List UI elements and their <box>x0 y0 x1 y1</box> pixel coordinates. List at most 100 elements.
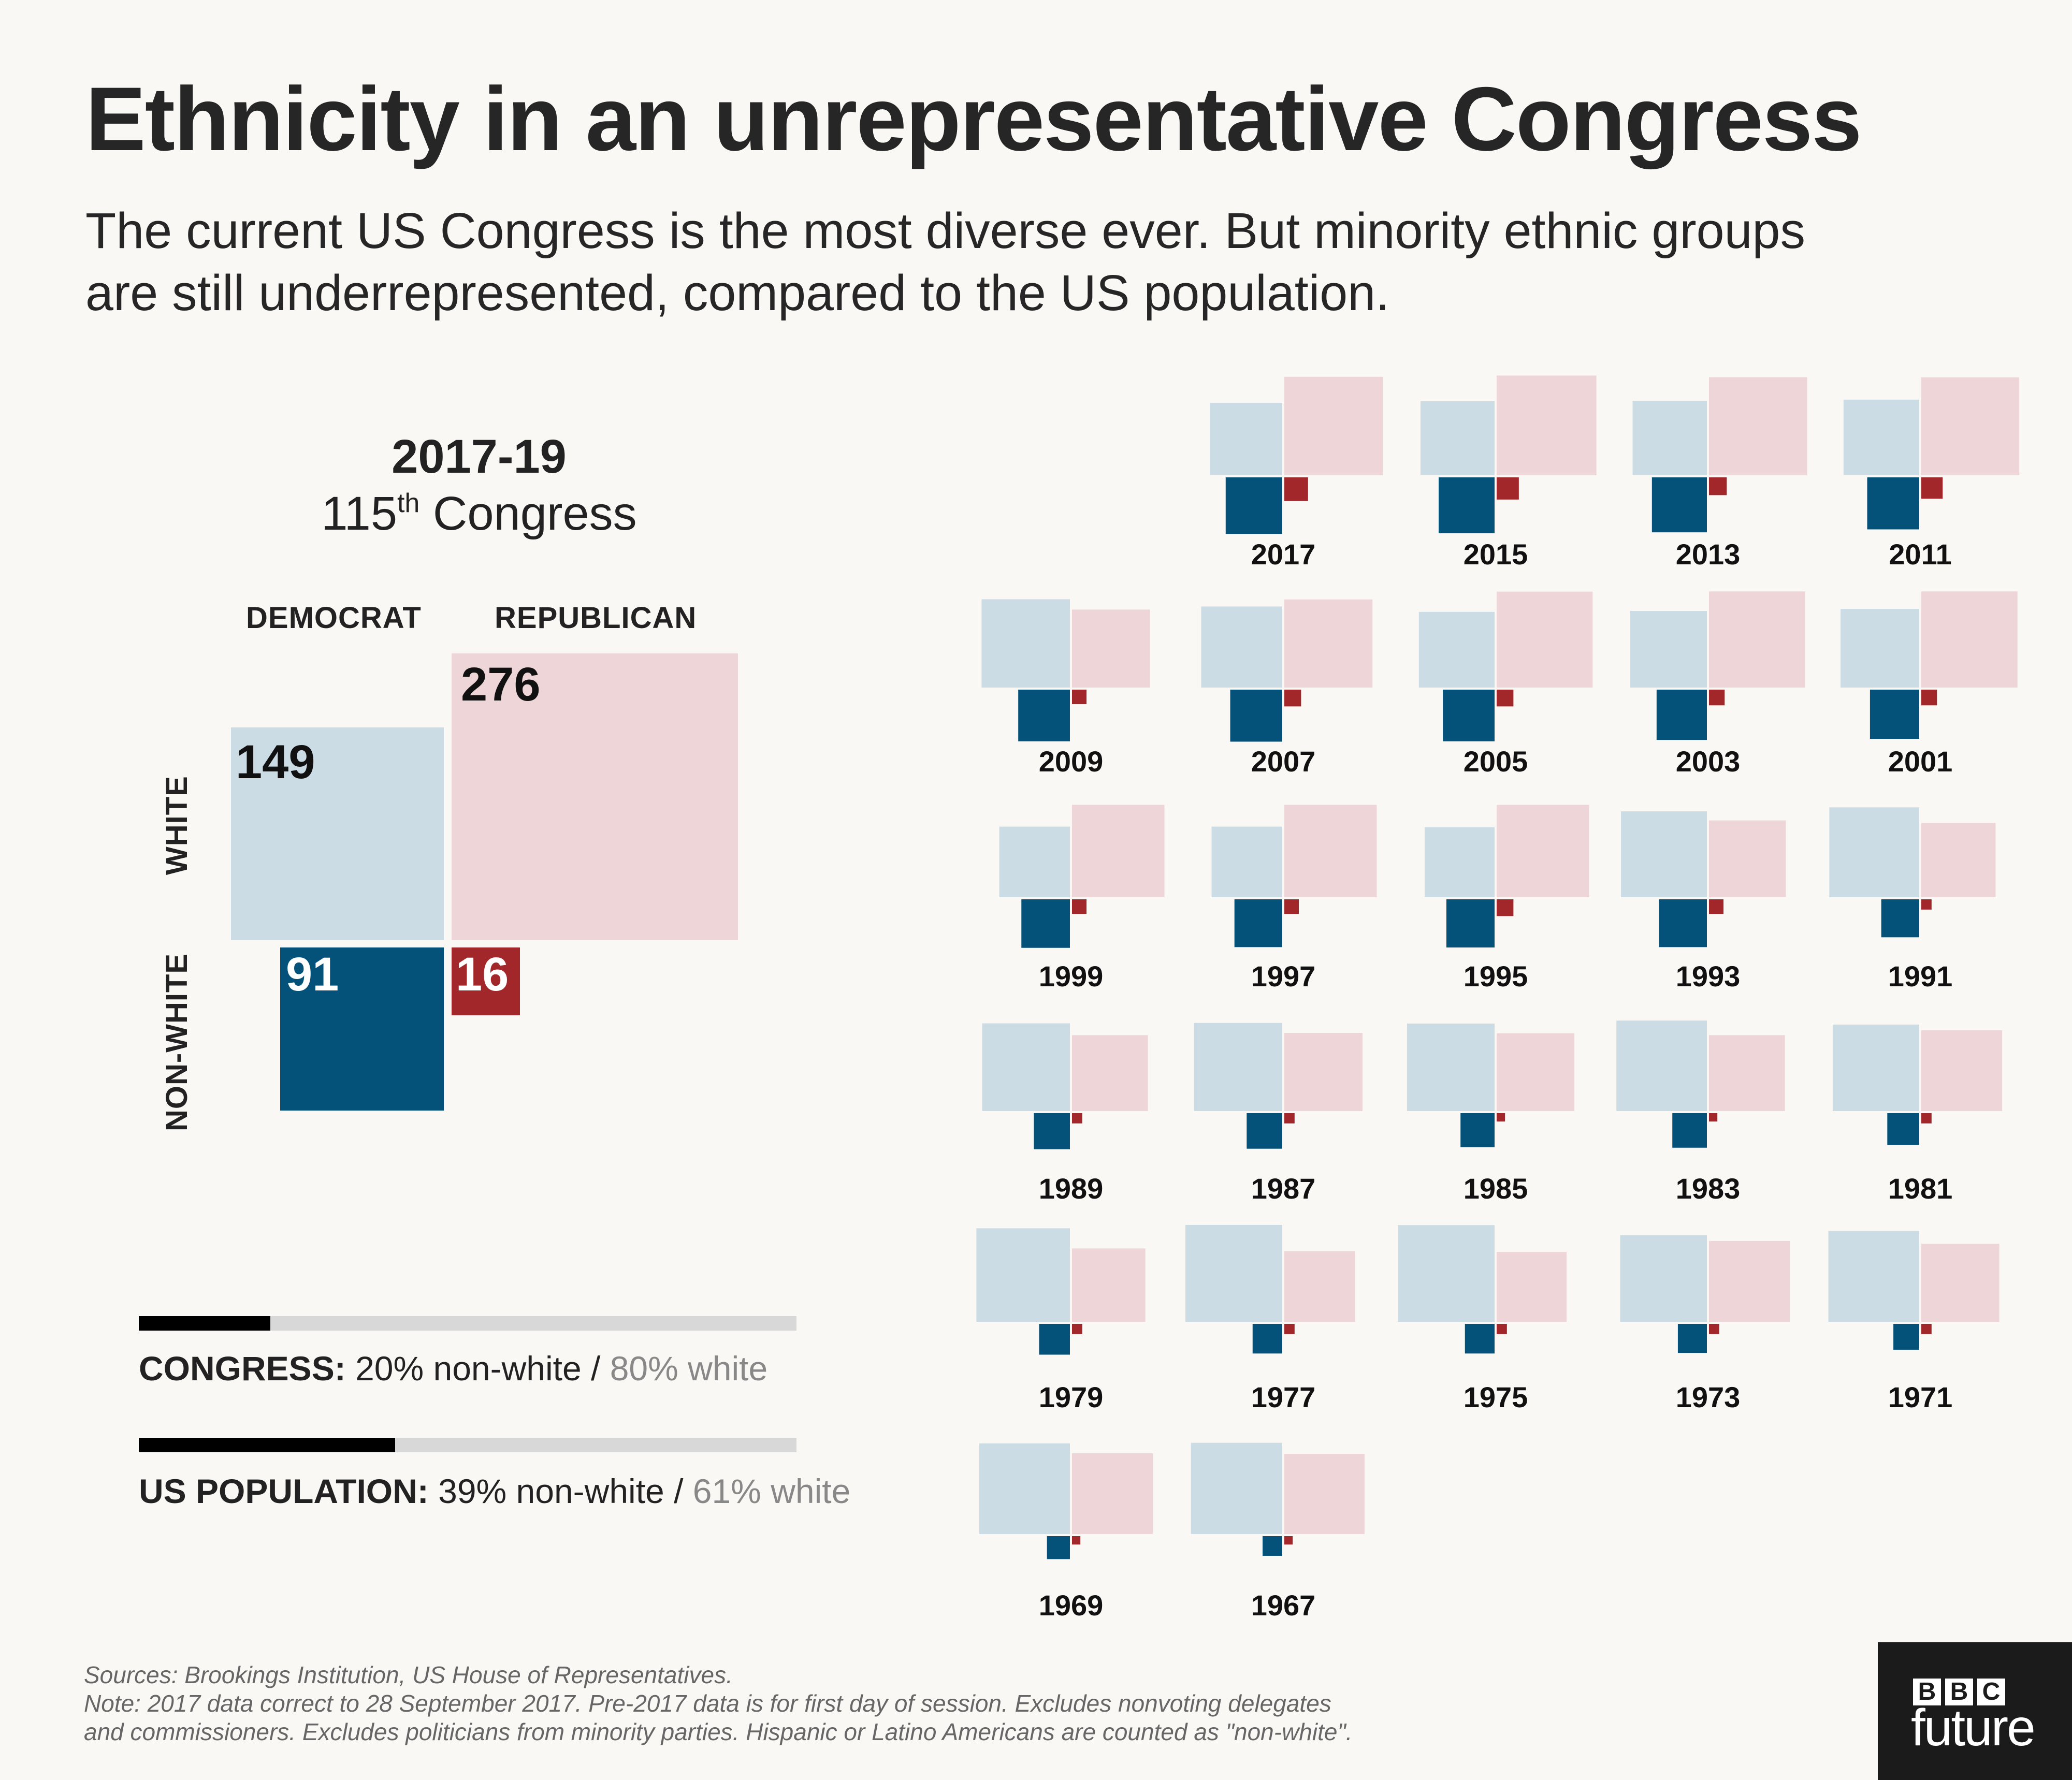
year-label-2003: 2003 <box>1676 745 1741 778</box>
dem-nonwhite-square-1987 <box>1247 1113 1282 1149</box>
congress-nonwhite-bar <box>139 1316 270 1331</box>
rep-white-square-1991 <box>1921 823 1996 897</box>
rep-white-square-1975 <box>1497 1252 1567 1322</box>
footer-note-line-2: and commissioners. Excludes politicians … <box>84 1718 1353 1745</box>
rep-nonwhite-square-2017 <box>1284 477 1308 501</box>
dem-nonwhite-square-2005 <box>1443 690 1495 741</box>
rep-white-square-2005 <box>1497 591 1593 688</box>
congress-number: 115 <box>321 487 397 540</box>
rep-nonwhite-square-1973 <box>1709 1324 1719 1334</box>
column-header-democrat: DEMOCRAT <box>246 601 422 635</box>
logo-letter-3: C <box>1977 1679 2005 1705</box>
rep-white-square-2017 <box>1284 376 1383 475</box>
congress-white-text: 80% white <box>610 1349 768 1388</box>
rep-white-square-1973 <box>1709 1241 1790 1322</box>
year-panel-2013: 2013 <box>1632 377 1807 571</box>
rep-white-square-1985 <box>1497 1033 1575 1111</box>
year-panel-1983: 1983 <box>1616 1020 1785 1205</box>
year-panel-2011: 2011 <box>1843 377 2020 571</box>
dem-nonwhite-square-2017 <box>1225 477 1282 534</box>
year-label-2005: 2005 <box>1464 745 1528 778</box>
year-label-1967: 1967 <box>1251 1589 1316 1622</box>
dem-nonwhite-square-1967 <box>1263 1536 1282 1556</box>
year-label-1981: 1981 <box>1888 1172 1953 1205</box>
year-label-1977: 1977 <box>1251 1381 1316 1413</box>
year-panel-2007: 2007 <box>1201 599 1373 778</box>
year-panel-1977: 1977 <box>1185 1224 1355 1413</box>
population-nonwhite-text: 39% non-white <box>438 1472 664 1510</box>
rep-white-square-1987 <box>1284 1032 1363 1111</box>
year-panel-1981: 1981 <box>1832 1024 2003 1205</box>
chart-title: Ethnicity in an unrepresentative Congres… <box>85 69 1862 170</box>
rep-white-square-2007 <box>1284 599 1373 688</box>
year-label-2009: 2009 <box>1039 745 1104 778</box>
population-stat: US POPULATION: 39% non-white / 61% white <box>139 1471 850 1511</box>
rep-nonwhite-square-1993 <box>1709 899 1724 914</box>
dem-nonwhite-square-1989 <box>1034 1113 1070 1149</box>
dem-white-square-1993 <box>1621 811 1707 897</box>
population-white-text: 61% white <box>692 1472 851 1510</box>
dem-white-square-2003 <box>1630 611 1707 688</box>
dem-nonwhite-square-2001 <box>1870 690 1919 739</box>
dem-nonwhite-square-2011 <box>1867 477 1919 530</box>
dem-nonwhite-square-2007 <box>1230 690 1282 742</box>
rep-nonwhite-square-2001 <box>1921 690 1937 706</box>
rep-white-square-2003 <box>1709 591 1805 688</box>
year-label-1973: 1973 <box>1676 1381 1741 1413</box>
rep-nonwhite-square-1985 <box>1497 1113 1505 1122</box>
dem-white-square-2007 <box>1201 606 1282 688</box>
year-panel-1993: 1993 <box>1621 811 1786 993</box>
rep-white-square-1979 <box>1072 1248 1146 1322</box>
dem-nonwhite-square-1977 <box>1252 1324 1282 1354</box>
dem-white-square-1969 <box>979 1443 1070 1534</box>
dem-white-square-1975 <box>1398 1225 1495 1322</box>
rep-nonwhite-square-1991 <box>1921 899 1932 910</box>
dem-white-square-1987 <box>1194 1023 1282 1111</box>
dem-nonwhite-square-1969 <box>1047 1536 1070 1559</box>
year-label-1993: 1993 <box>1676 960 1741 993</box>
congress-suffix: th <box>397 488 420 518</box>
dem-nonwhite-square-1993 <box>1659 899 1707 947</box>
rep-nonwhite-square-1999 <box>1072 899 1087 914</box>
rep-nonwhite-square-2013 <box>1709 477 1727 495</box>
dem-nonwhite-square-2009 <box>1018 690 1070 741</box>
dem-white-square-2013 <box>1632 401 1707 475</box>
congress-word: Congress <box>432 487 637 540</box>
year-panel-1967: 1967 <box>1191 1442 1365 1622</box>
rep-white-square-1969 <box>1072 1453 1153 1534</box>
footer-sources: Sources: Brookings Institution, US House… <box>84 1661 733 1688</box>
rep-nonwhite-square-2005 <box>1497 690 1514 707</box>
rep-nonwhite-square-2007 <box>1284 690 1301 707</box>
rep-nonwhite-square-2009 <box>1072 690 1087 705</box>
year-label-2015: 2015 <box>1464 538 1528 571</box>
rep-white-block <box>452 653 738 940</box>
year-panel-1971: 1971 <box>1828 1231 1999 1413</box>
dem-white-square-1977 <box>1185 1224 1282 1322</box>
rep-nonwhite-square-1971 <box>1921 1324 1932 1334</box>
congress-stat: CONGRESS: 20% non-white / 80% white <box>139 1349 767 1388</box>
year-label-2001: 2001 <box>1888 745 1953 778</box>
congress-separator: / <box>591 1349 601 1388</box>
year-panel-1975: 1975 <box>1398 1225 1567 1413</box>
rep-white-square-1993 <box>1709 820 1786 897</box>
dem-nonwhite-square-2015 <box>1438 477 1495 534</box>
dem-nonwhite-square-1973 <box>1677 1324 1707 1353</box>
dem-nonwhite-square-1991 <box>1881 899 1919 938</box>
dem-white-square-1999 <box>999 826 1070 897</box>
population-nonwhite-bar <box>139 1438 396 1452</box>
dem-nonwhite-square-1999 <box>1021 899 1070 948</box>
year-panel-1995: 1995 <box>1425 805 1589 993</box>
rep-nonwhite-square-1979 <box>1072 1324 1082 1334</box>
year-label-1995: 1995 <box>1464 960 1528 993</box>
population-stat-label: US POPULATION: <box>139 1472 429 1510</box>
year-label-1979: 1979 <box>1039 1381 1104 1413</box>
logo-letter-1: B <box>1913 1679 1941 1705</box>
year-label-1971: 1971 <box>1888 1381 1953 1413</box>
year-label-2011: 2011 <box>1889 538 1952 571</box>
dem-nonwhite-square-1997 <box>1234 899 1282 947</box>
rep-white-square-2009 <box>1072 609 1150 688</box>
dem-nonwhite-square-1995 <box>1446 899 1495 948</box>
year-label-1989: 1989 <box>1039 1172 1104 1205</box>
bbc-future-logo: B B C future <box>1878 1642 2072 1780</box>
